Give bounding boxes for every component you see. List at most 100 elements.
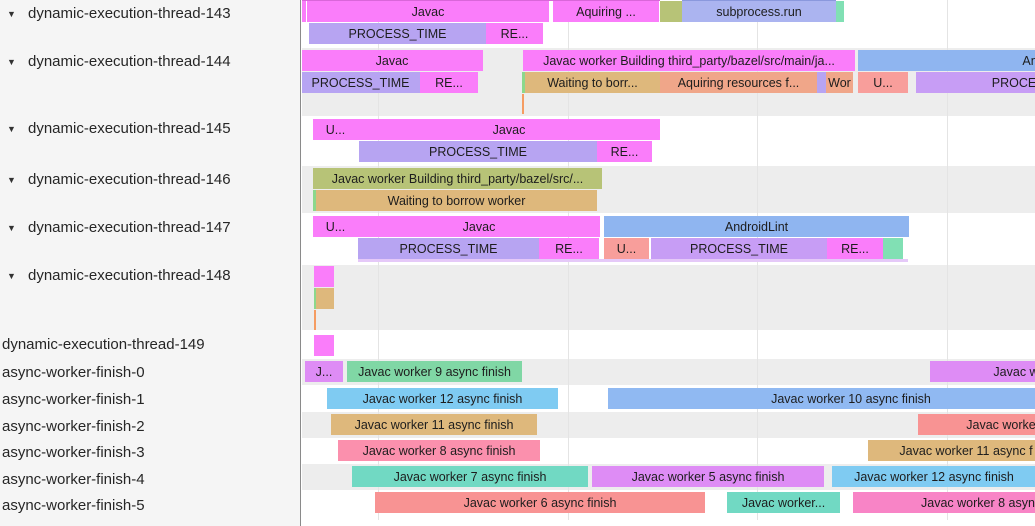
track-label-async-worker-finish-4[interactable]: async-worker-finish-4: [0, 470, 300, 490]
trace-slice[interactable]: Javac worker 12 async finish: [832, 466, 1035, 487]
timeline-canvas: Javac Aquiring ... subprocess.run PROCESS_T…: [302, 0, 1035, 526]
track-name-text: dynamic-execution-thread-148: [28, 267, 231, 284]
trace-slice[interactable]: Javac worker...: [727, 492, 840, 513]
trace-slice[interactable]: Javac worker Building third_party/bazel/…: [523, 50, 855, 71]
trace-slice[interactable]: Javac worker 8 async finish: [338, 440, 540, 461]
track-label-async-worker-finish-0[interactable]: async-worker-finish-0: [0, 363, 300, 383]
trace-slice-fragment[interactable]: [817, 72, 826, 93]
trace-slice-fragment[interactable]: [660, 1, 682, 22]
trace-slice[interactable]: Aquiring ...: [553, 1, 659, 22]
slice-label: An: [1022, 53, 1035, 68]
trace-slice-fragment[interactable]: [522, 72, 525, 93]
trace-slice[interactable]: PROCESS_TIME: [302, 72, 420, 93]
trace-slice-fragment[interactable]: [302, 1, 306, 22]
track-name-text: dynamic-execution-thread-147: [28, 219, 231, 236]
trace-slice[interactable]: PROCE: [916, 72, 1035, 93]
track-label-async-worker-finish-2[interactable]: async-worker-finish-2: [0, 417, 300, 437]
track-label-async-worker-finish-5[interactable]: async-worker-finish-5: [0, 496, 300, 516]
trace-slice-fragment[interactable]: [313, 190, 316, 211]
trace-slice[interactable]: Javac: [307, 1, 549, 22]
expand-arrow-icon[interactable]: ▼: [7, 57, 16, 67]
trace-slice[interactable]: U...: [313, 119, 358, 140]
slice-label: Javac worke: [966, 417, 1035, 432]
track-name-text: async-worker-finish-3: [2, 444, 145, 461]
trace-slice[interactable]: U...: [604, 238, 649, 259]
track-label-async-worker-finish-1[interactable]: async-worker-finish-1: [0, 390, 300, 410]
expand-arrow-icon[interactable]: ▼: [7, 175, 16, 185]
trace-slice[interactable]: Javac worker 11 async finish: [331, 414, 537, 435]
trace-slice[interactable]: Javac worker 10 async finish: [608, 388, 1035, 409]
track-name-text: async-worker-finish-2: [2, 418, 145, 435]
trace-slice-fragment[interactable]: [522, 94, 524, 114]
trace-slice[interactable]: Javac worker 9 async finish: [347, 361, 522, 382]
track-label-async-worker-finish-3[interactable]: async-worker-finish-3: [0, 443, 300, 463]
track-name-text: async-worker-finish-0: [2, 364, 145, 381]
track-label-dynamic-execution-thread-144[interactable]: ▼ dynamic-execution-thread-144: [0, 52, 300, 72]
track-name-text: async-worker-finish-5: [2, 497, 145, 514]
trace-slice[interactable]: J...: [305, 361, 343, 382]
track-label-dynamic-execution-thread-149[interactable]: dynamic-execution-thread-149: [0, 335, 300, 355]
trace-slice[interactable]: PROCESS_TIME: [309, 23, 486, 44]
track-label-dynamic-execution-thread-148[interactable]: ▼ dynamic-execution-thread-148: [0, 266, 300, 286]
expand-arrow-icon[interactable]: ▼: [7, 271, 16, 281]
track-name-text: dynamic-execution-thread-143: [28, 5, 231, 22]
expand-arrow-icon[interactable]: ▼: [7, 223, 16, 233]
trace-slice[interactable]: RE...: [827, 238, 883, 259]
track-label-dynamic-execution-thread-146[interactable]: ▼ dynamic-execution-thread-146: [0, 170, 300, 190]
trace-slice-fragment[interactable]: [316, 288, 334, 309]
trace-slice[interactable]: U...: [313, 216, 358, 237]
expand-arrow-icon[interactable]: ▼: [7, 124, 16, 134]
trace-slice[interactable]: RE...: [486, 23, 543, 44]
trace-slice[interactable]: Javac: [358, 119, 660, 140]
trace-slice[interactable]: Javac worker 5 async finish: [592, 466, 824, 487]
trace-slice[interactable]: Javac: [358, 216, 600, 237]
track-name-text: dynamic-execution-thread-149: [2, 336, 205, 353]
trace-slice[interactable]: Javac: [302, 50, 483, 71]
trace-slice[interactable]: Javac worker 12 async finish: [327, 388, 558, 409]
trace-slice[interactable]: PROCESS_TIME: [359, 141, 597, 162]
trace-slice[interactable]: Javac worker 6 async finish: [375, 492, 705, 513]
trace-slice[interactable]: An: [858, 50, 1035, 71]
trace-slice[interactable]: Waiting to borr...: [525, 72, 660, 93]
trace-slice[interactable]: Javac worker 7 async finish: [352, 466, 588, 487]
trace-slice[interactable]: PROCESS_TIME: [358, 238, 539, 259]
trace-slice-fragment[interactable]: [314, 310, 316, 330]
trace-slice[interactable]: subprocess.run: [682, 1, 836, 22]
expand-arrow-icon[interactable]: ▼: [7, 9, 16, 19]
track-label-dynamic-execution-thread-145[interactable]: ▼ dynamic-execution-thread-145: [0, 119, 300, 139]
slice-label: Javac worker 11 async f: [899, 443, 1033, 458]
trace-slice[interactable]: Javac worker 8 asyn: [853, 492, 1035, 513]
track-name-text: dynamic-execution-thread-144: [28, 53, 231, 70]
trace-slice[interactable]: Javac worker 11 async f: [868, 440, 1035, 461]
track-label-dynamic-execution-thread-143[interactable]: ▼ dynamic-execution-thread-143: [0, 4, 300, 24]
slice-label: Javac worker 8 asyn: [921, 495, 1035, 510]
trace-slice-fragment[interactable]: [836, 1, 844, 22]
track-name-text: async-worker-finish-4: [2, 471, 145, 488]
slice-label: Javac w: [993, 364, 1035, 379]
trace-slice[interactable]: Aquiring resources f...: [660, 72, 817, 93]
track-name-text: dynamic-execution-thread-145: [28, 120, 231, 137]
trace-slice[interactable]: AndroidLint: [604, 216, 909, 237]
trace-slice-fragment[interactable]: [314, 288, 316, 309]
trace-slice[interactable]: Javac worker Building third_party/bazel/…: [313, 168, 602, 189]
trace-slice[interactable]: Javac worke: [918, 414, 1035, 435]
trace-slice[interactable]: Javac w: [930, 361, 1035, 382]
trace-slice[interactable]: Waiting to borrow worker: [316, 190, 597, 211]
trace-slice-fragment: [302, 0, 660, 1]
trace-slice[interactable]: RE...: [597, 141, 652, 162]
trace-slice[interactable]: U...: [858, 72, 908, 93]
trace-slice-fragment: [358, 259, 908, 262]
track-label-dynamic-execution-thread-147[interactable]: ▼ dynamic-execution-thread-147: [0, 218, 300, 238]
time-gridline: [947, 0, 948, 520]
track-band-stripe: [302, 265, 1035, 330]
trace-slice-fragment[interactable]: [883, 238, 903, 259]
trace-slice[interactable]: RE...: [420, 72, 478, 93]
trace-slice-fragment[interactable]: [314, 266, 334, 287]
trace-slice-fragment[interactable]: [314, 335, 334, 356]
trace-slice[interactable]: PROCESS_TIME: [651, 238, 827, 259]
track-sidebar: ▼ dynamic-execution-thread-143 ▼ dynamic-ex…: [0, 0, 301, 526]
slice-label: PROCE: [991, 75, 1035, 90]
trace-slice[interactable]: RE...: [539, 238, 599, 259]
trace-slice[interactable]: Wor: [826, 72, 853, 93]
